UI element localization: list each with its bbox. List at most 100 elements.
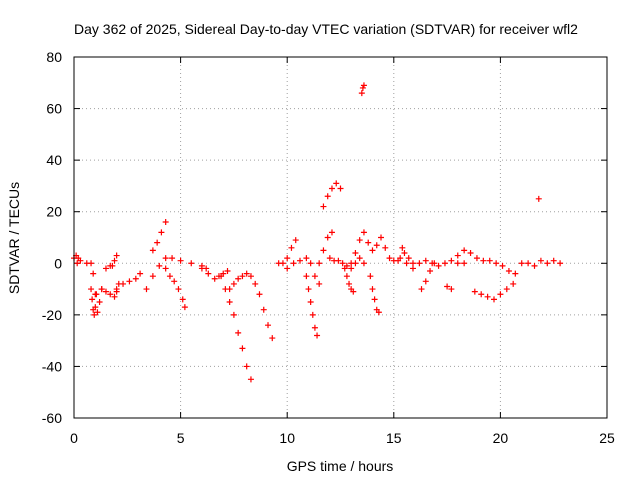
series-arc-a [71, 252, 84, 267]
data-point [422, 278, 429, 285]
data-point [269, 335, 276, 342]
data-point [454, 252, 461, 259]
data-point [93, 291, 100, 298]
x-tick-label: 10 [279, 430, 295, 446]
series-arc-i [162, 265, 188, 311]
data-point [218, 273, 225, 280]
data-point [473, 255, 480, 262]
data-point [448, 286, 455, 293]
data-point [309, 311, 316, 318]
data-point [557, 260, 564, 267]
data-point [316, 260, 323, 267]
data-point [518, 260, 525, 267]
data-point [77, 257, 84, 264]
data-point [288, 244, 295, 251]
data-point [149, 273, 156, 280]
data-point [510, 280, 517, 287]
data-point [461, 247, 468, 254]
data-point [461, 260, 468, 267]
data-point [198, 265, 205, 272]
data-point [537, 257, 544, 264]
data-point [356, 237, 363, 244]
data-point [478, 291, 485, 298]
data-point [371, 296, 378, 303]
data-point [292, 237, 299, 244]
data-point [226, 298, 233, 305]
data-point [230, 280, 237, 287]
x-tick-label: 5 [177, 430, 185, 446]
data-point [311, 273, 318, 280]
series-arc-k [218, 273, 254, 383]
data-point [431, 260, 438, 267]
x-tick-label: 20 [493, 430, 509, 446]
data-point [230, 311, 237, 318]
y-tick-label: -20 [42, 307, 62, 323]
series-arc-o [303, 273, 321, 339]
data-point [346, 280, 353, 287]
data-point [369, 247, 376, 254]
data-point [102, 265, 109, 272]
data-point [158, 229, 165, 236]
data-point [350, 288, 357, 295]
data-point [497, 291, 504, 298]
data-point [303, 255, 310, 262]
y-tick-label: 20 [46, 204, 62, 220]
data-point [107, 291, 114, 298]
data-point [499, 262, 506, 269]
data-point [369, 286, 376, 293]
data-point [149, 247, 156, 254]
data-point [132, 275, 139, 282]
data-point [137, 270, 144, 277]
data-point [169, 255, 176, 262]
data-point [339, 260, 346, 267]
data-point [247, 273, 254, 280]
y-tick-label: -40 [42, 358, 62, 374]
data-point [444, 283, 451, 290]
series-arc-ab [471, 280, 517, 303]
data-point [491, 296, 498, 303]
x-axis-label: GPS time / hours [287, 458, 394, 474]
data-point [88, 260, 95, 267]
data-point [188, 260, 195, 267]
y-tick-label: 40 [46, 152, 62, 168]
data-point [90, 270, 97, 277]
data-point [324, 234, 331, 241]
series-arc-q [320, 180, 344, 210]
data-point [260, 306, 267, 313]
data-point [307, 298, 314, 305]
data-point [503, 286, 510, 293]
data-point [422, 257, 429, 264]
data-point [378, 234, 385, 241]
data-point [226, 286, 233, 293]
data-point [243, 270, 250, 277]
data-point [279, 260, 286, 267]
data-point [98, 286, 105, 293]
x-tick-label: 0 [70, 430, 78, 446]
data-point [162, 219, 169, 226]
data-point [284, 255, 291, 262]
data-point [120, 280, 127, 287]
data-point [525, 260, 532, 267]
data-point [375, 309, 382, 316]
data-point [314, 332, 321, 339]
data-point [109, 262, 116, 269]
series-arc-p [316, 229, 335, 267]
data-point [360, 260, 367, 267]
data-point [416, 260, 423, 267]
series-arc-c [88, 286, 100, 318]
data-point [418, 286, 425, 293]
data-point [348, 265, 355, 272]
data-point [89, 296, 96, 303]
data-point [352, 249, 359, 256]
data-point [296, 257, 303, 264]
data-point [143, 286, 150, 293]
data-point [358, 90, 365, 97]
data-point [177, 257, 184, 264]
data-point [290, 260, 297, 267]
data-point [154, 239, 161, 246]
data-point [305, 286, 312, 293]
data-point [544, 260, 551, 267]
y-axis-label: SDTVAR / TECUs [6, 182, 22, 294]
x-tick-label: 25 [599, 430, 615, 446]
